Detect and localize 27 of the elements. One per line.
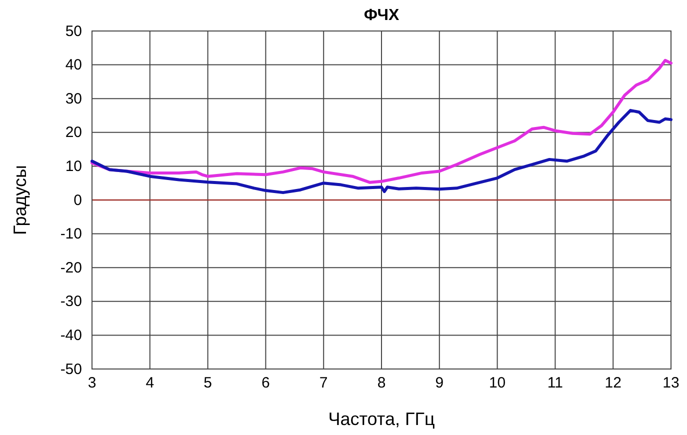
- x-tick-label: 4: [146, 374, 154, 392]
- x-tick-label: 11: [547, 374, 563, 392]
- y-tick-label: -20: [60, 259, 82, 276]
- y-tick-label: 10: [65, 158, 82, 175]
- y-tick-label: -40: [60, 327, 82, 344]
- line-series: [90, 58, 672, 184]
- y-tick-label: -50: [60, 360, 82, 378]
- y-tick-label: 30: [65, 90, 82, 108]
- x-axis-title: Частота, ГГц: [328, 409, 435, 429]
- x-tick-label: 7: [319, 374, 328, 392]
- x-tick-label: 6: [262, 374, 270, 392]
- line-series: [90, 108, 672, 194]
- x-tick-label: 5: [204, 374, 212, 392]
- x-tick-label: 12: [604, 374, 622, 392]
- y-tick-label: 40: [65, 56, 82, 74]
- y-tick-label: -30: [60, 293, 82, 310]
- x-tick-label: 13: [662, 374, 680, 392]
- x-tick-label: 10: [488, 374, 506, 392]
- x-tick-label: 3: [88, 374, 96, 392]
- x-tick-label: 9: [435, 374, 444, 392]
- y-tick-label: 20: [65, 124, 82, 142]
- x-tick-label: 8: [377, 374, 386, 392]
- y-tick-label: 50: [65, 22, 82, 40]
- y-tick-label: -10: [60, 226, 82, 243]
- y-axis-title: Градусы: [10, 165, 30, 235]
- chart-title: ФЧХ: [364, 7, 400, 24]
- y-tick-label: 0: [74, 192, 82, 209]
